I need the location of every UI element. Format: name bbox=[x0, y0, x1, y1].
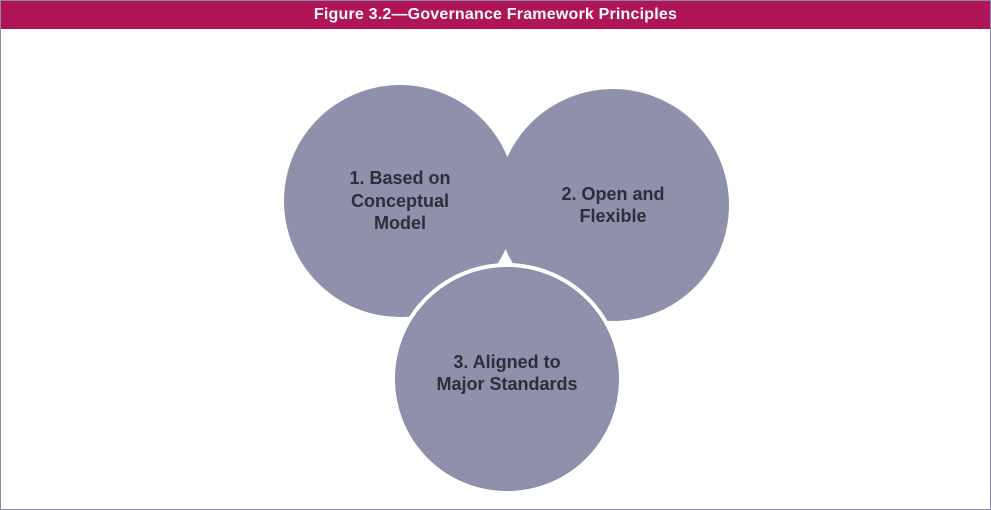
circle-2-line-2: Flexible bbox=[579, 206, 646, 226]
figure-container: Figure 3.2—Governance Framework Principl… bbox=[0, 0, 991, 510]
circle-1-line-3: Model bbox=[374, 213, 426, 233]
circle-3-line-1: 3. Aligned to bbox=[453, 352, 560, 372]
venn-circle-3-label: 3. Aligned to Major Standards bbox=[416, 351, 597, 396]
venn-diagram: 1. Based on Conceptual Model 2. Open and… bbox=[1, 29, 990, 509]
circle-1-line-1: 1. Based on bbox=[349, 168, 450, 188]
venn-circle-2-label: 2. Open and Flexible bbox=[541, 183, 684, 228]
circle-3-line-2: Major Standards bbox=[436, 374, 577, 394]
venn-circle-3: 3. Aligned to Major Standards bbox=[391, 263, 623, 495]
figure-title: Figure 3.2—Governance Framework Principl… bbox=[314, 6, 677, 24]
circle-1-line-2: Conceptual bbox=[351, 191, 449, 211]
figure-title-bar: Figure 3.2—Governance Framework Principl… bbox=[1, 1, 990, 29]
circle-2-line-1: 2. Open and bbox=[561, 184, 664, 204]
venn-circle-1-label: 1. Based on Conceptual Model bbox=[329, 167, 470, 235]
